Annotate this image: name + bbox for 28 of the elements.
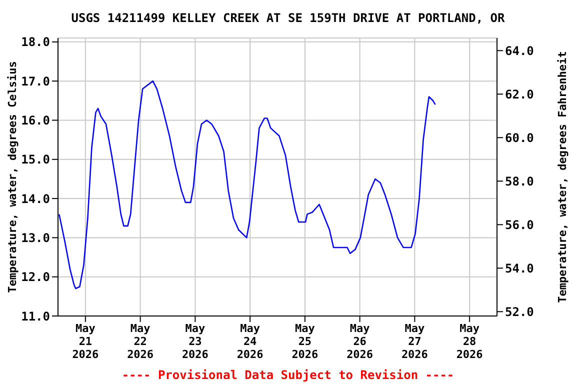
y-tick-label: 17.0 xyxy=(21,74,50,88)
y2-tick-label: 58.0 xyxy=(505,174,534,188)
y-tick-label: 11.0 xyxy=(21,309,50,324)
y-tick-label: 14.0 xyxy=(21,192,50,206)
y2-tick-label: 56.0 xyxy=(505,218,534,232)
y-axis-title: Temperature, water, degrees Celsius xyxy=(6,61,19,293)
y-tick-label: 18.0 xyxy=(21,35,50,50)
y2-tick-label: 62.0 xyxy=(505,87,534,102)
text: ---- Provisional Data Subject to Revision ---- xyxy=(122,368,454,382)
y-tick-label: 12.0 xyxy=(21,270,50,284)
y2-tick-label: 52.0 xyxy=(505,304,534,319)
x-tick-label: May 21 2026 xyxy=(72,322,100,361)
x-tick-label: May 23 2026 xyxy=(182,322,209,361)
x-tick-label: May 24 2026 xyxy=(236,322,264,361)
y2-tick-label: 54.0 xyxy=(505,261,534,276)
line-series xyxy=(58,80,436,290)
y-tick-label: 15.0 xyxy=(21,152,50,167)
x-tick-label: May 27 2026 xyxy=(401,322,428,361)
x-tick-label: May 26 2026 xyxy=(346,322,374,361)
x-tick-label: May 25 2026 xyxy=(292,322,319,361)
x-tick-label: May 28 2026 xyxy=(456,322,484,361)
y-tick-label: 13.0 xyxy=(21,230,50,245)
y2-tick-label: 60.0 xyxy=(505,130,534,145)
y2-axis-title: Temperature, water, degrees Fahrenheit xyxy=(556,51,569,303)
y2-tick-label: 64.0 xyxy=(505,44,534,58)
x-tick-label: May 22 2026 xyxy=(127,322,154,361)
y-tick-label: 16.0 xyxy=(21,113,50,128)
chart-title: USGS 14211499 KELLEY CREEK AT SE 159TH DRIVE AT PORTLAND, OR xyxy=(71,11,506,25)
